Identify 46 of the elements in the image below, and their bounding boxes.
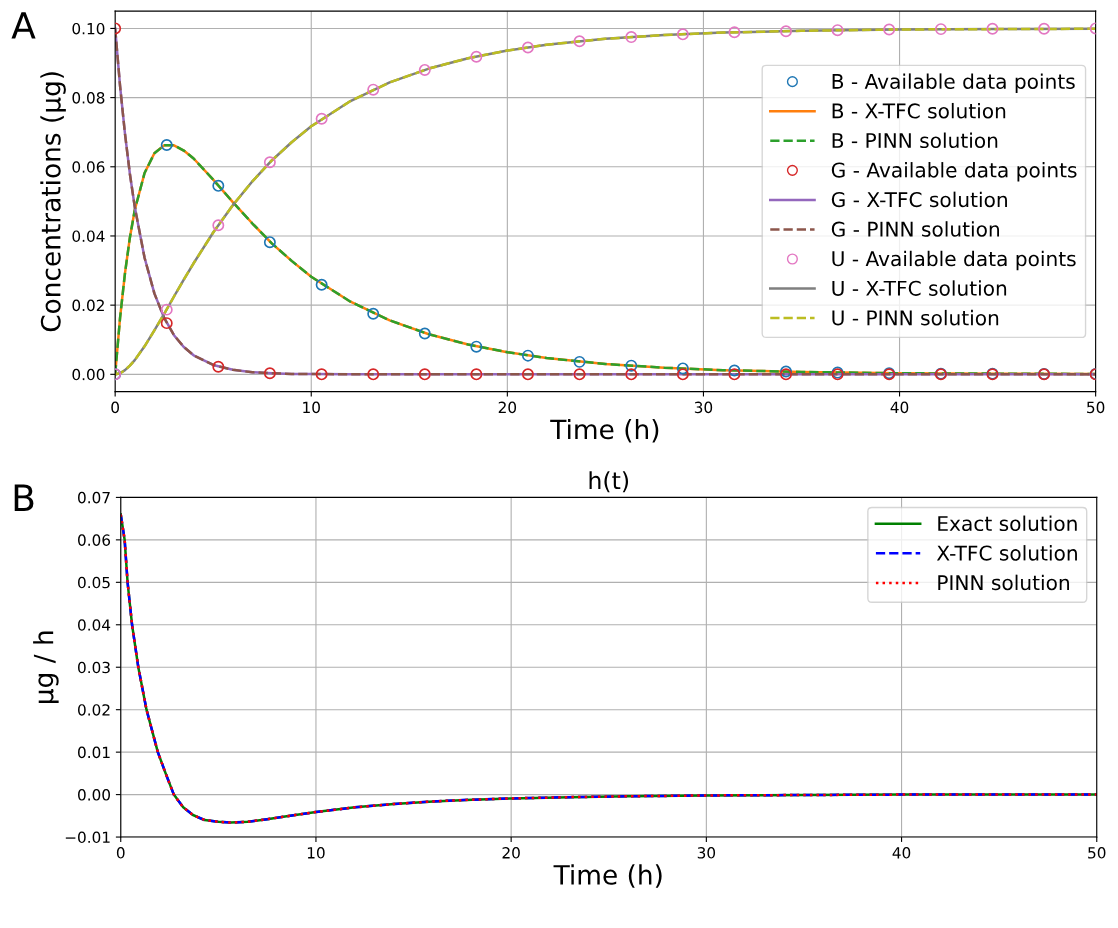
y-tick-label: 0.06 — [72, 161, 105, 173]
legend-label: G - PINN solution — [831, 221, 999, 237]
y-tick-label: 0.00 — [78, 789, 111, 801]
y-tick-label: 0.08 — [72, 92, 105, 104]
x-tick-label: 10 — [307, 847, 325, 859]
chart-title: h(t) — [589, 471, 629, 493]
y-tick-label: 0.07 — [78, 491, 110, 504]
y-tick-label: 0.02 — [72, 299, 104, 312]
text: A — [11, 12, 36, 39]
legend-label: Exact solution — [938, 515, 1077, 532]
legend-label: U - X-TFC solution — [832, 280, 1007, 296]
legend-label: U - PINN solution — [832, 309, 999, 326]
legend-label: X-TFC solution — [936, 545, 1077, 561]
x-axis-title: Time (h) — [550, 418, 659, 443]
y-axis-title: μg / h — [33, 631, 59, 703]
legend-label: G - Available data points — [831, 162, 1077, 182]
y-tick-label: 0.05 — [78, 576, 110, 589]
y-axis-title: Concentrations (μg) — [40, 72, 66, 332]
x-tick-label: 20 — [502, 847, 520, 859]
x-axis-title: Time (h) — [553, 864, 662, 888]
y-tick-label: 0.10 — [72, 22, 105, 35]
y-tick-label: 0.00 — [72, 368, 105, 381]
y-tick-label: 0.03 — [78, 661, 110, 674]
text: B — [14, 484, 34, 511]
y-tick-label: 0.06 — [78, 534, 111, 546]
x-tick-label: 30 — [694, 401, 713, 414]
y-tick-label: 0.04 — [78, 619, 111, 631]
legend-label: U - Available data points — [832, 250, 1076, 271]
legend-label: G - X-TFC solution — [831, 191, 1007, 208]
y-tick-label: −0.01 — [65, 831, 110, 844]
x-tick-label: 40 — [892, 847, 911, 859]
x-tick-label: 40 — [890, 401, 909, 414]
x-tick-label: 0 — [116, 847, 125, 859]
x-tick-label: 20 — [498, 401, 517, 414]
x-tick-label: 50 — [1087, 401, 1105, 414]
x-tick-label: 10 — [303, 401, 320, 414]
y-tick-label: 0.01 — [78, 746, 110, 759]
legend-label: B - Available data points — [832, 73, 1075, 93]
legend-label: B - PINN solution — [832, 132, 998, 149]
y-tick-label: 0.04 — [72, 230, 105, 242]
legend-label: PINN solution — [938, 574, 1069, 591]
x-tick-label: 0 — [111, 401, 119, 414]
legend-label: B - X-TFC solution — [832, 102, 1006, 119]
y-tick-label: 0.02 — [78, 704, 110, 716]
x-tick-label: 30 — [697, 847, 716, 859]
x-tick-label: 50 — [1088, 847, 1106, 859]
